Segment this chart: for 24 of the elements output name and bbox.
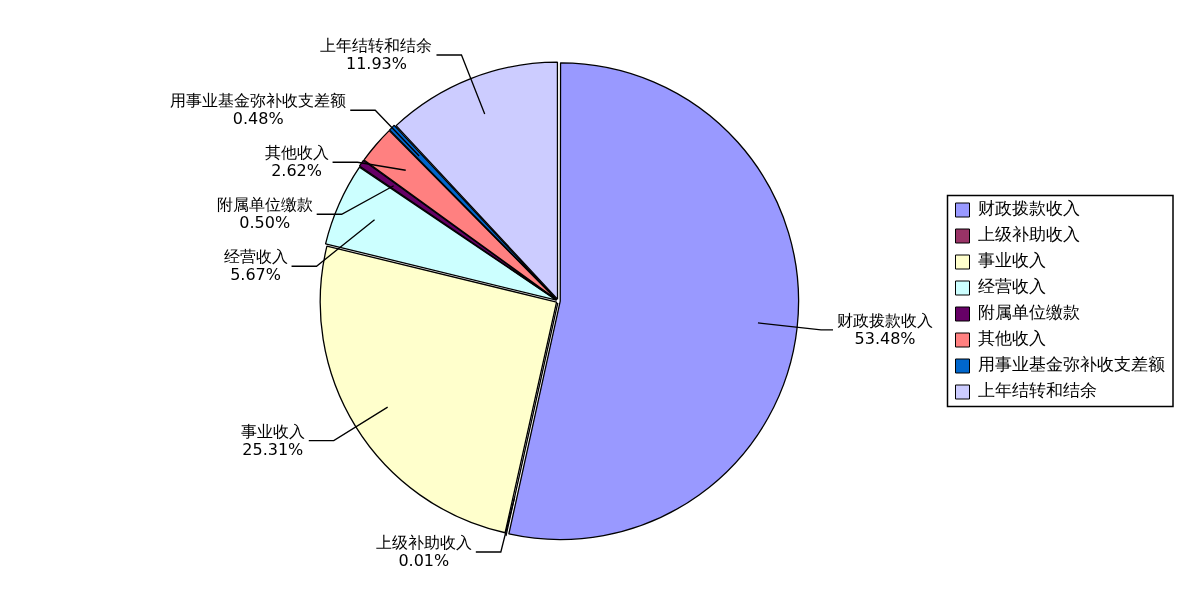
slice-label: 用事业基金弥补收支差额 [170,91,347,111]
legend-label: 附属单位缴款 [978,302,1080,323]
slice-label: 财政拨款收入 [837,311,934,330]
slice-label: 上级补助收入 [375,533,472,553]
legend-label: 事业收入 [978,250,1046,271]
data-label: 2.62% [271,161,322,181]
legend-label: 其他收入 [978,328,1046,349]
data-label: 0.01% [398,551,450,571]
data-label: 5.67% [230,265,281,285]
slice-label: 其他收入 [264,143,329,163]
legend-label: 上级补助收入 [978,224,1080,245]
legend-label: 财政拨款收入 [978,198,1080,219]
legend-label: 经营收入 [978,276,1046,297]
data-label: 11.93% [345,54,407,74]
slice-label: 经营收入 [223,247,288,267]
slice-label: 事业收入 [240,421,305,441]
data-label: 53.48% [854,329,916,348]
data-label: 0.48% [232,109,284,129]
slice-label: 附属单位缴款 [216,195,313,215]
slice-label: 上年结转和结余 [320,36,433,56]
data-label: 25.31% [242,439,304,459]
data-label: 0.50% [239,213,291,233]
legend-label: 上年结转和结余 [978,380,1097,401]
legend-label: 用事业基金弥补收支差额 [978,354,1165,375]
